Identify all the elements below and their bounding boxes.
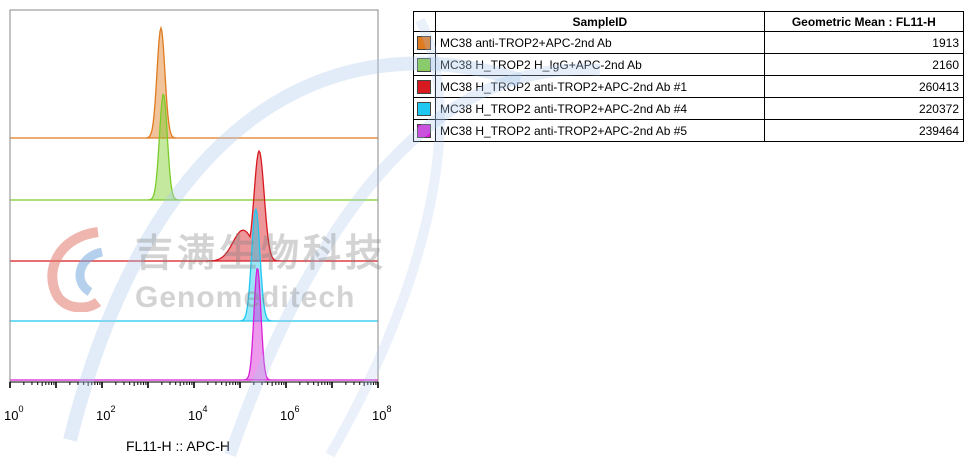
table-header-geometric-mean: Geometric Mean : FL11-H — [763, 11, 964, 32]
table-cell-sampleid: MC38 H_TROP2 anti-TROP2+APC-2nd Ab #1 — [434, 75, 765, 98]
table-row: MC38 H_TROP2 H_IgG+APC-2nd Ab 2160 — [413, 53, 964, 76]
table-row: MC38 anti-TROP2+APC-2nd Ab 1913 — [413, 31, 964, 54]
table-header-row: SampleID Geometric Mean : FL11-H — [413, 11, 964, 32]
table-header-swatch — [413, 11, 436, 32]
histogram-series-3 — [10, 149, 378, 262]
legend-swatch — [417, 79, 431, 94]
table-header-sampleid: SampleID — [434, 11, 765, 32]
table-cell-swatch — [413, 119, 436, 142]
table-row: MC38 H_TROP2 anti-TROP2+APC-2nd Ab #4 220… — [413, 97, 964, 120]
table-cell-swatch — [413, 53, 436, 76]
x-tick-label: 100 — [4, 404, 23, 423]
table-row: MC38 H_TROP2 anti-TROP2+APC-2nd Ab #1 260… — [413, 75, 964, 98]
table-cell-swatch — [413, 75, 436, 98]
table-cell-geometric-mean: 2160 — [763, 53, 964, 76]
table-cell-geometric-mean: 239464 — [763, 119, 964, 142]
table-cell-geometric-mean: 1913 — [763, 31, 964, 54]
table-cell-geometric-mean: 220372 — [763, 97, 964, 120]
table-cell-sampleid: MC38 H_TROP2 H_IgG+APC-2nd Ab — [434, 53, 765, 76]
histogram-curves — [10, 25, 378, 381]
table-cell-geometric-mean: 260413 — [763, 75, 964, 98]
geometric-mean-table: SampleID Geometric Mean : FL11-H MC38 an… — [413, 11, 964, 142]
table-cell-sampleid: MC38 H_TROP2 anti-TROP2+APC-2nd Ab #5 — [434, 119, 765, 142]
legend-swatch — [417, 123, 431, 138]
x-tick-label: 108 — [372, 404, 391, 423]
table-cell-sampleid: MC38 H_TROP2 anti-TROP2+APC-2nd Ab #4 — [434, 97, 765, 120]
x-tick-label: 106 — [280, 404, 299, 423]
x-tick-label: 104 — [188, 404, 207, 423]
table-cell-swatch — [413, 31, 436, 54]
table-row: MC38 H_TROP2 anti-TROP2+APC-2nd Ab #5 239… — [413, 119, 964, 142]
histogram-series-4 — [10, 207, 378, 322]
x-tick-label: 102 — [96, 404, 115, 423]
table-cell-sampleid: MC38 anti-TROP2+APC-2nd Ab — [434, 31, 765, 54]
plot-frame — [9, 9, 379, 383]
table-cell-swatch — [413, 97, 436, 120]
histogram-series-1 — [10, 25, 378, 139]
legend-swatch — [417, 101, 431, 116]
legend-swatch — [417, 35, 431, 50]
histogram-series-5 — [10, 267, 378, 381]
legend-swatch — [417, 57, 431, 72]
x-axis-label: FL11-H :: APC-H — [126, 438, 230, 454]
x-axis: 100 102 104 106 108 — [4, 381, 391, 423]
histogram-plot: 100 102 104 106 108 — [4, 9, 391, 423]
histogram-series-2 — [10, 93, 378, 201]
